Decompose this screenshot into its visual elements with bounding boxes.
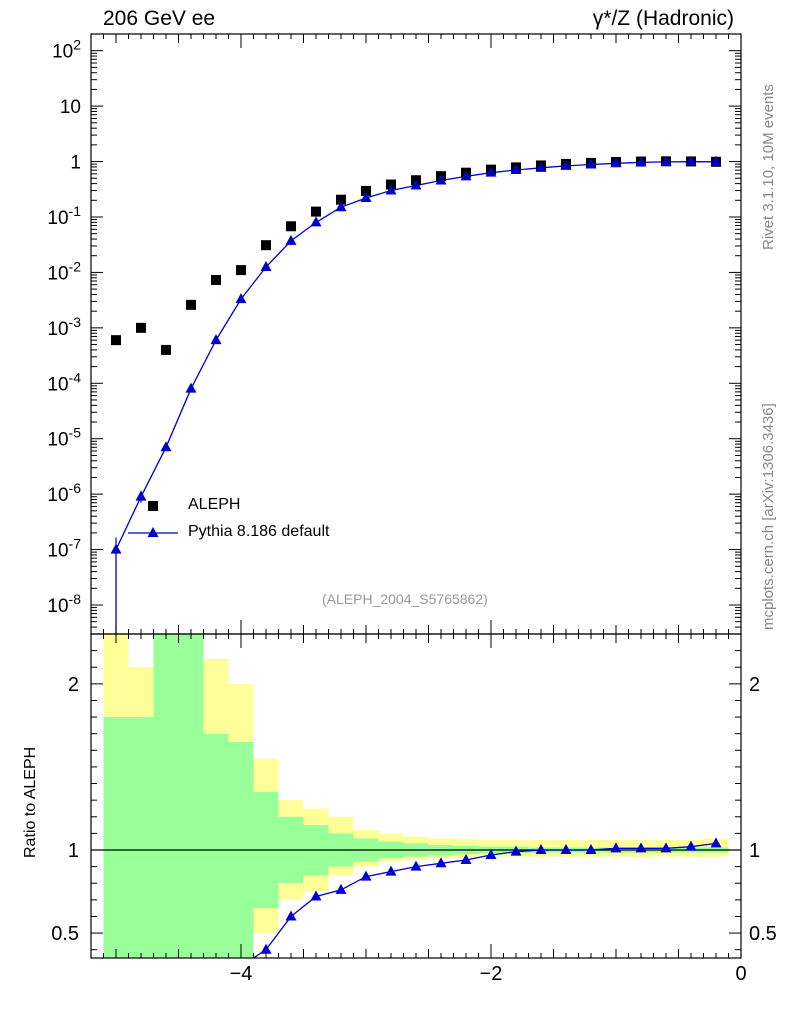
main-y-tick-label: 10-8 (47, 591, 81, 617)
data-point-aleph (211, 274, 221, 285)
mc-point-pythia (185, 382, 197, 393)
mc-point-pythia (635, 156, 647, 167)
main-y-tick-label: 10-6 (47, 480, 81, 506)
ratio-point-pythia (610, 842, 622, 853)
mc-point-pythia (435, 174, 447, 185)
main-y-tick-label: 1 (70, 153, 81, 174)
ratio-point-pythia (435, 857, 447, 868)
main-plot-frame (90, 33, 742, 635)
mc-point-pythia (385, 184, 397, 195)
mc-point-pythia (260, 261, 272, 272)
ratio-point-pythia (685, 840, 697, 851)
ratio-point-pythia (335, 883, 347, 894)
ratio-point-pythia (535, 844, 547, 854)
data-point-aleph (286, 221, 296, 232)
main-y-tick-label: 10 (60, 97, 81, 118)
ratio-y-tick-label: 2 (68, 674, 79, 696)
ratio-point-pythia (310, 890, 322, 901)
legend-markers (128, 501, 178, 537)
ratio-y-tick-label-right: 0.5 (749, 923, 777, 945)
ratio-point-pythia (485, 848, 497, 859)
mc-point-pythia (335, 201, 347, 212)
ratio-band-inner-bin (203, 733, 229, 958)
mc-point-pythia (460, 170, 472, 181)
legend-marker-aleph (148, 501, 158, 511)
plot-title-energy: 206 GeV ee (103, 7, 216, 30)
data-point-aleph (111, 335, 121, 346)
main-y-tick-label: 10-1 (47, 203, 81, 229)
mc-point-pythia (235, 293, 247, 304)
mc-point-pythia (610, 157, 622, 168)
axes-group: 10-810-710-610-510-410-310-210-1110102−4… (47, 33, 777, 985)
ratio-band-inner-bin (128, 717, 154, 958)
mc-curve-line (115, 161, 717, 550)
main-y-tick-label: 10-3 (47, 314, 81, 340)
main-y-tick-label: 10-4 (47, 369, 81, 395)
ratio-point-pythia (460, 853, 472, 864)
ratio-point-pythia (560, 844, 572, 854)
ratio-y-tick-label: 1 (68, 840, 79, 862)
main-y-tick-label: 102 (52, 37, 81, 63)
mc-point-pythia (310, 216, 322, 227)
ratio-band-inner-bin (178, 634, 204, 958)
data-point-aleph (386, 179, 396, 190)
ratio-y-tick-label: 0.5 (51, 923, 79, 945)
main-y-tick-label: 10-7 (47, 536, 81, 562)
data-point-aleph (236, 265, 246, 276)
x-tick-label: 0 (735, 963, 746, 985)
mc-point-pythia (285, 234, 297, 245)
mc-point-pythia (160, 441, 172, 452)
mc-point-pythia (510, 163, 522, 174)
ratio-point-pythia (285, 910, 297, 921)
mc-point-pythia (485, 166, 497, 177)
ratio-point-pythia (585, 844, 597, 854)
mc-point-pythia (660, 155, 672, 166)
mc-point-pythia (210, 334, 222, 345)
mc-point-pythia (560, 159, 572, 170)
data-point-aleph (311, 206, 321, 217)
mc-point-pythia (585, 158, 597, 169)
x-tick-label: −4 (230, 963, 253, 985)
ratio-band-inner-bin (103, 717, 129, 958)
ratio-point-pythia (710, 837, 722, 848)
plot-title-process: γ*/Z (Hadronic) (592, 7, 734, 30)
mc-point-pythia (685, 155, 697, 166)
ratio-point-pythia (260, 943, 272, 954)
data-point-aleph (186, 299, 196, 310)
legend-marker-pythia (147, 527, 159, 537)
mc-point-pythia (360, 192, 372, 203)
mc-point-pythia (135, 490, 147, 501)
ratio-band-inner-bin (153, 634, 179, 958)
ratio-point-pythia (410, 860, 422, 871)
main-plot-series (110, 155, 722, 634)
analysis-id-label: (ALEPH_2004_S5765862) (322, 591, 488, 607)
ratio-point-pythia (360, 870, 372, 881)
data-point-aleph (136, 322, 146, 333)
ratio-point-pythia (385, 865, 397, 876)
x-tick-label: −2 (480, 963, 503, 985)
main-y-tick-label: 10-5 (47, 425, 81, 451)
ratio-plot-series (91, 837, 741, 959)
ratio-point-pythia (660, 842, 672, 853)
ratio-point-pythia (510, 845, 522, 856)
mc-point-pythia (110, 543, 122, 554)
data-point-aleph (161, 344, 171, 355)
legend-entry-aleph: ALEPH (188, 496, 241, 513)
ratio-y-tick-label-right: 2 (749, 674, 760, 696)
data-point-aleph (261, 240, 271, 251)
ratio-point-pythia (635, 842, 647, 853)
mc-point-pythia (710, 155, 722, 166)
ratio-curve-line (253, 842, 717, 959)
data-point-aleph (336, 194, 346, 205)
ratio-y-tick-label-right: 1 (749, 840, 760, 862)
main-y-tick-label: 10-2 (47, 258, 81, 284)
legend-entry-pythia: Pythia 8.186 default (188, 523, 330, 540)
mc-point-pythia (410, 179, 422, 190)
mc-point-pythia (535, 161, 547, 172)
ratio-uncertainty-bands (103, 634, 729, 958)
data-point-aleph (361, 185, 371, 196)
